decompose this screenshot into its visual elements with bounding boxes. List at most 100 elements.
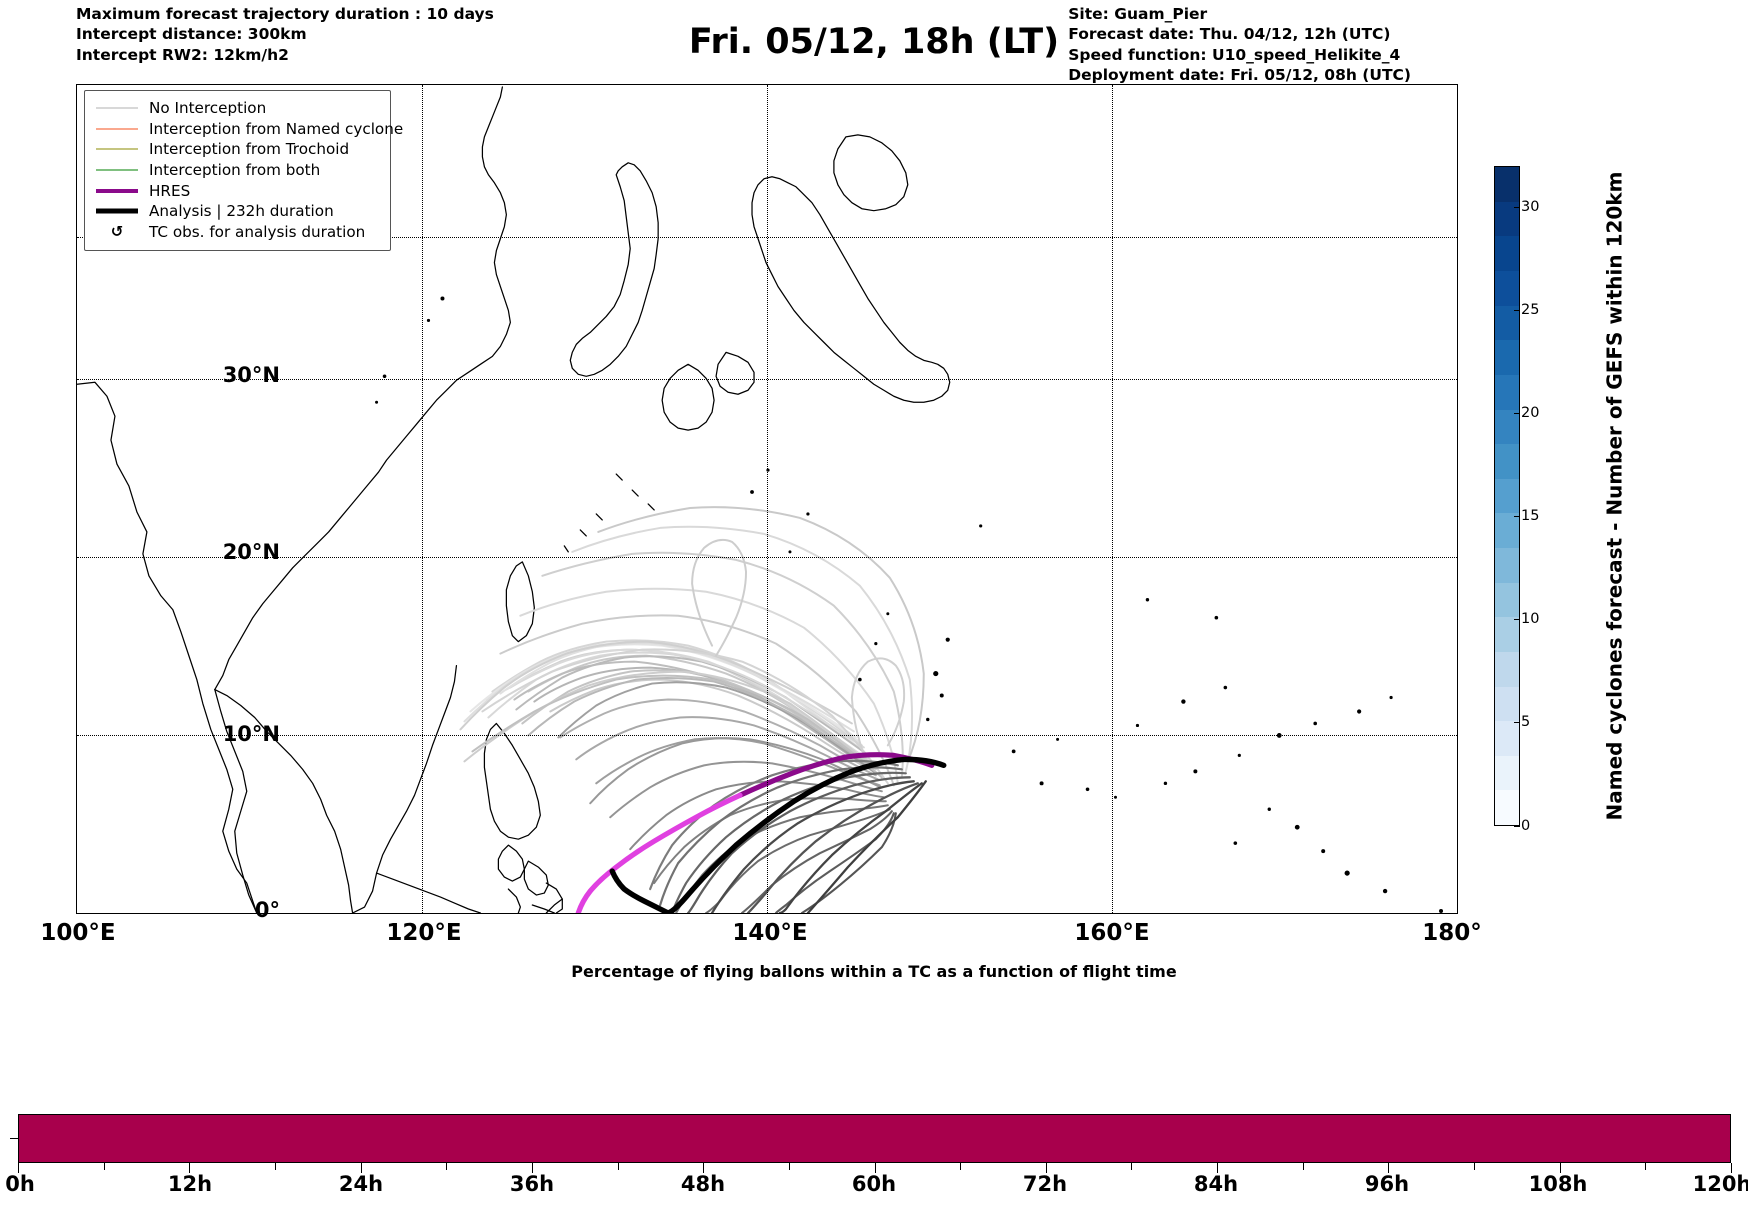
pct-minor-tick bbox=[1131, 1163, 1133, 1170]
legend-label-trochoid: Interception from Trochoid bbox=[149, 140, 350, 159]
xtick-160e: 160°E bbox=[1074, 920, 1150, 946]
pct-major-tick bbox=[18, 1163, 19, 1173]
colorbar-segment bbox=[1495, 617, 1519, 652]
legend-label-both: Interception from both bbox=[149, 161, 321, 180]
ytick-20n: 20°N bbox=[222, 540, 280, 564]
pct-xtick-24h: 24h bbox=[338, 1172, 384, 1196]
header-max-duration: Maximum forecast trajectory duration : 1… bbox=[76, 5, 494, 23]
pct-minor-tick bbox=[960, 1163, 962, 1170]
pct-major-tick bbox=[1045, 1163, 1047, 1173]
pct-minor-tick bbox=[617, 1163, 619, 1170]
colorbar-segment bbox=[1495, 651, 1519, 687]
colorbar-segment bbox=[1495, 513, 1519, 548]
pct-minor-tick bbox=[1474, 1163, 1476, 1170]
legend-label-no-interception: No Interception bbox=[149, 99, 267, 118]
pct-major-tick bbox=[1388, 1163, 1390, 1173]
legend-item-tc-obs[interactable]: ↺ TC obs. for analysis duration bbox=[94, 222, 381, 243]
percentage-bar-axes[interactable] bbox=[18, 1114, 1731, 1163]
pct-xtick-120h: 120h bbox=[1692, 1172, 1748, 1196]
legend-swatch-no-interception bbox=[96, 101, 138, 115]
analysis-track bbox=[609, 756, 947, 913]
colorbar-gradient bbox=[1494, 166, 1520, 826]
pct-minor-tick bbox=[1302, 1163, 1304, 1170]
pct-xtick-96h: 96h bbox=[1364, 1172, 1410, 1196]
map-canvas bbox=[77, 86, 1444, 913]
legend-swatch-hres bbox=[96, 184, 138, 198]
header-deployment-date: Deployment date: Fri. 05/12, 08h (UTC) bbox=[1068, 66, 1411, 85]
pct-xtick-60h: 60h bbox=[851, 1172, 897, 1196]
legend-item-named-cyclone[interactable]: Interception from Named cyclone bbox=[94, 119, 403, 140]
header-forecast-date: Forecast date: Thu. 04/12, 12h (UTC) bbox=[1068, 25, 1391, 44]
colorbar-segment bbox=[1495, 478, 1519, 514]
legend-item-trochoid[interactable]: Interception from Trochoid bbox=[94, 139, 381, 160]
percentage-bar-title: Percentage of flying ballons within a TC… bbox=[571, 962, 1177, 981]
pct-major-tick bbox=[1559, 1163, 1561, 1173]
map-legend[interactable]: No Interception Interception from Named … bbox=[84, 90, 403, 252]
colorbar[interactable]: 0 5 10 15 20 25 30 bbox=[1494, 166, 1539, 834]
colorbar-segment bbox=[1495, 340, 1519, 375]
legend-swatch-trochoid bbox=[96, 142, 138, 156]
ytick-0: 0° bbox=[254, 898, 280, 922]
pct-major-tick bbox=[189, 1163, 191, 1173]
header-site: Site: Guam_Pier bbox=[1068, 5, 1208, 23]
coastlines bbox=[77, 86, 951, 913]
legend-label-analysis: Analysis | 232h duration bbox=[149, 202, 334, 221]
header-intercept-rw2: Intercept RW2: 12km/h2 bbox=[76, 45, 289, 64]
header-intercept-distance: Intercept distance: 300km bbox=[76, 25, 307, 44]
colorbar-segment bbox=[1495, 305, 1519, 341]
pacific-islands bbox=[375, 296, 1444, 913]
legend-label-tc-obs: TC obs. for analysis duration bbox=[149, 222, 366, 241]
xtick-180: 180° bbox=[1422, 920, 1482, 946]
colorbar-segment bbox=[1495, 686, 1519, 722]
legend-item-both[interactable]: Interception from both bbox=[94, 160, 381, 181]
percentage-bar-ytick bbox=[10, 1138, 18, 1139]
ytick-30n: 30°N bbox=[222, 363, 280, 387]
ensemble-trajectories bbox=[459, 506, 925, 913]
legend-swatch-tc-obs: ↺ bbox=[96, 224, 138, 239]
pct-xtick-84h: 84h bbox=[1193, 1172, 1239, 1196]
pct-major-tick bbox=[874, 1163, 876, 1173]
legend-swatch-both bbox=[96, 163, 138, 177]
legend-label-hres: HRES bbox=[149, 181, 191, 200]
colorbar-segment bbox=[1495, 236, 1519, 271]
pct-xtick-108h: 108h bbox=[1528, 1172, 1588, 1196]
colorbar-segment bbox=[1495, 755, 1519, 791]
legend-swatch-named-cyclone bbox=[96, 122, 138, 136]
ensemble-trajectories-dark bbox=[649, 759, 927, 913]
xtick-100e: 100°E bbox=[40, 920, 116, 946]
pct-xtick-36h: 36h bbox=[509, 1172, 555, 1196]
ytick-10n: 10°N bbox=[222, 722, 280, 746]
pct-major-tick bbox=[531, 1163, 533, 1173]
pct-xtick-12h: 12h bbox=[167, 1172, 213, 1196]
pct-minor-tick bbox=[1645, 1163, 1647, 1170]
pct-xtick-72h: 72h bbox=[1022, 1172, 1068, 1196]
colorbar-tick-30: 30 bbox=[1513, 199, 1540, 215]
pct-major-tick bbox=[1731, 1163, 1732, 1173]
colorbar-segment bbox=[1495, 582, 1519, 618]
legend-item-hres[interactable]: HRES bbox=[94, 180, 381, 201]
colorbar-segment bbox=[1495, 167, 1519, 202]
pct-minor-tick bbox=[274, 1163, 276, 1170]
page-title: Fri. 05/12, 18h (LT) bbox=[688, 22, 1060, 62]
pct-xtick-0h: 0h bbox=[5, 1172, 35, 1196]
pct-major-tick bbox=[1217, 1163, 1219, 1173]
pct-major-tick bbox=[703, 1163, 705, 1173]
legend-item-no-interception[interactable]: No Interception bbox=[94, 98, 381, 119]
colorbar-axis-label: Named cyclones forecast - Number of GEFS… bbox=[1602, 166, 1626, 826]
header-left-info: Maximum forecast trajectory duration : 1… bbox=[76, 4, 494, 65]
pct-major-tick bbox=[360, 1163, 362, 1173]
header-right-info: Site: Guam_Pier Forecast date: Thu. 04/1… bbox=[1068, 4, 1411, 86]
percentage-bar-fill bbox=[19, 1115, 1730, 1162]
colorbar-tick-25: 25 bbox=[1513, 302, 1540, 318]
colorbar-segment bbox=[1495, 444, 1519, 479]
colorbar-segment bbox=[1495, 790, 1519, 825]
pct-minor-tick bbox=[103, 1163, 105, 1170]
colorbar-segment bbox=[1495, 374, 1519, 410]
colorbar-tick-10: 10 bbox=[1513, 611, 1540, 627]
pct-minor-tick bbox=[446, 1163, 448, 1170]
legend-item-analysis[interactable]: Analysis | 232h duration bbox=[94, 201, 381, 222]
colorbar-segment bbox=[1495, 271, 1519, 306]
colorbar-tick-15: 15 bbox=[1513, 508, 1540, 524]
colorbar-tick-5: 5 bbox=[1513, 714, 1531, 730]
header-speed-function: Speed function: U10_speed_Helikite_4 bbox=[1068, 45, 1401, 64]
